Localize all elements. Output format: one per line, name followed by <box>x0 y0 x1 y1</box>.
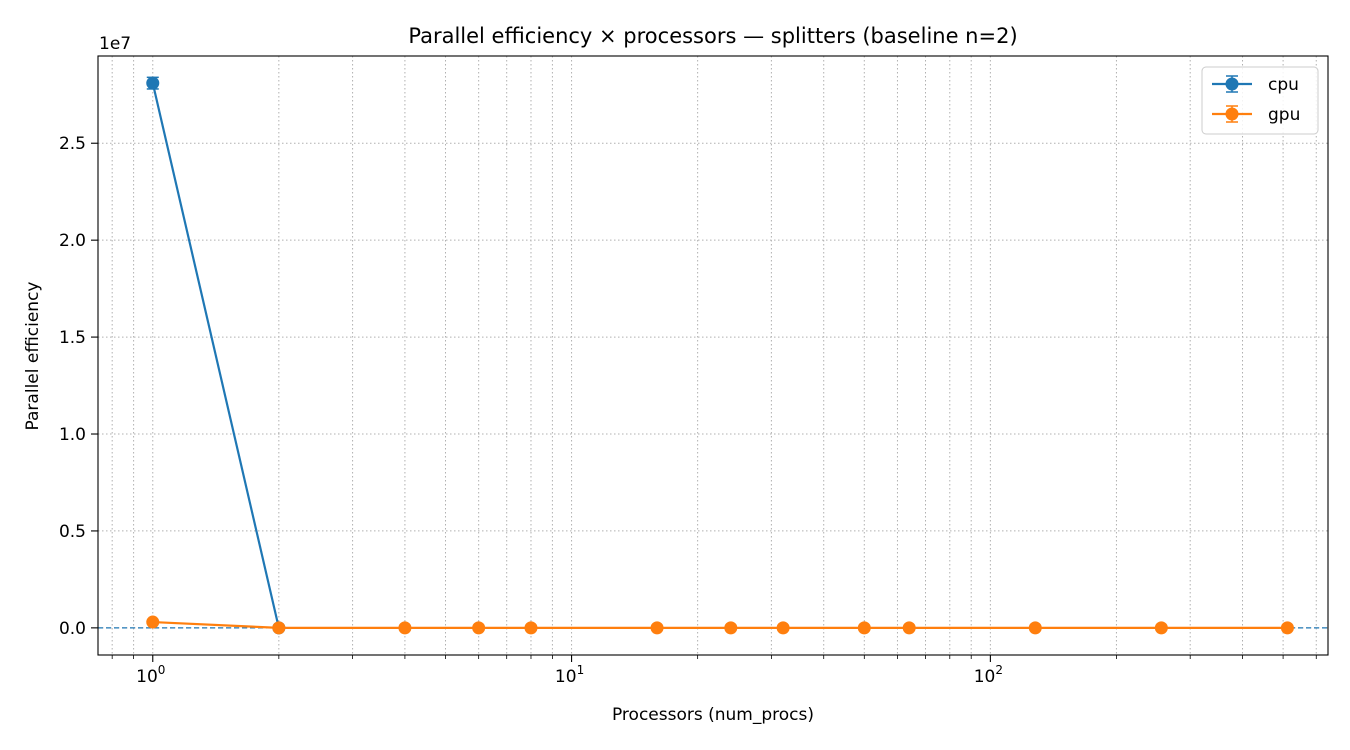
x-tick-label-base: 10 <box>974 667 996 687</box>
plot-frame <box>97 55 1329 656</box>
data-point-gpu <box>272 621 286 635</box>
data-point-gpu <box>724 621 738 635</box>
series-line-cpu <box>151 82 280 629</box>
y-tick-label: 2.0 <box>59 231 86 251</box>
data-point-gpu <box>472 621 486 635</box>
data-point-gpu <box>857 621 871 635</box>
x-tick-label-exponent: 2 <box>995 663 1003 677</box>
data-point-gpu <box>1154 621 1168 635</box>
data-point-gpu <box>146 615 160 629</box>
data-point-gpu <box>776 621 790 635</box>
data-point-gpu <box>1280 621 1294 635</box>
data-point-cpu <box>146 76 160 90</box>
x-tick-label-exponent: 0 <box>158 663 166 677</box>
legend-label-gpu: gpu <box>1268 105 1300 125</box>
data-point-gpu <box>398 621 412 635</box>
y-offset-text: 1e7 <box>99 34 131 54</box>
y-tick-label: 0.0 <box>59 619 86 639</box>
data-point-gpu <box>524 621 538 635</box>
x-tick-label-base: 10 <box>136 667 158 687</box>
y-axis-label: Parallel efficiency <box>23 282 43 431</box>
x-tick-label: 102 <box>974 663 1003 687</box>
legend-marker-gpu <box>1225 107 1239 121</box>
y-tick-label: 1.5 <box>59 328 86 348</box>
chart-title: Parallel efficiency × processors — split… <box>408 24 1017 48</box>
legend-label-cpu: cpu <box>1268 75 1299 95</box>
data-point-gpu <box>902 621 916 635</box>
series-lines <box>146 76 1294 635</box>
series-gpu <box>146 615 1294 635</box>
y-tick-label: 0.5 <box>59 522 86 542</box>
x-tick-label-base: 10 <box>555 667 577 687</box>
data-point-gpu <box>1028 621 1042 635</box>
data-point-gpu <box>650 621 664 635</box>
legend-item-cpu: cpu <box>1212 75 1299 95</box>
legend-box <box>1201 66 1319 135</box>
x-tick-label: 101 <box>555 663 584 687</box>
y-tick-label: 1.0 <box>59 425 86 445</box>
legend-item-gpu: gpu <box>1212 105 1300 125</box>
x-tick-label-exponent: 1 <box>577 663 585 677</box>
legend-marker-cpu <box>1225 77 1239 91</box>
y-tick-label: 2.5 <box>59 134 86 154</box>
x-tick-label: 100 <box>136 663 165 687</box>
x-axis-label: Processors (num_procs) <box>612 705 814 725</box>
legend: cpu gpu <box>1201 66 1319 135</box>
